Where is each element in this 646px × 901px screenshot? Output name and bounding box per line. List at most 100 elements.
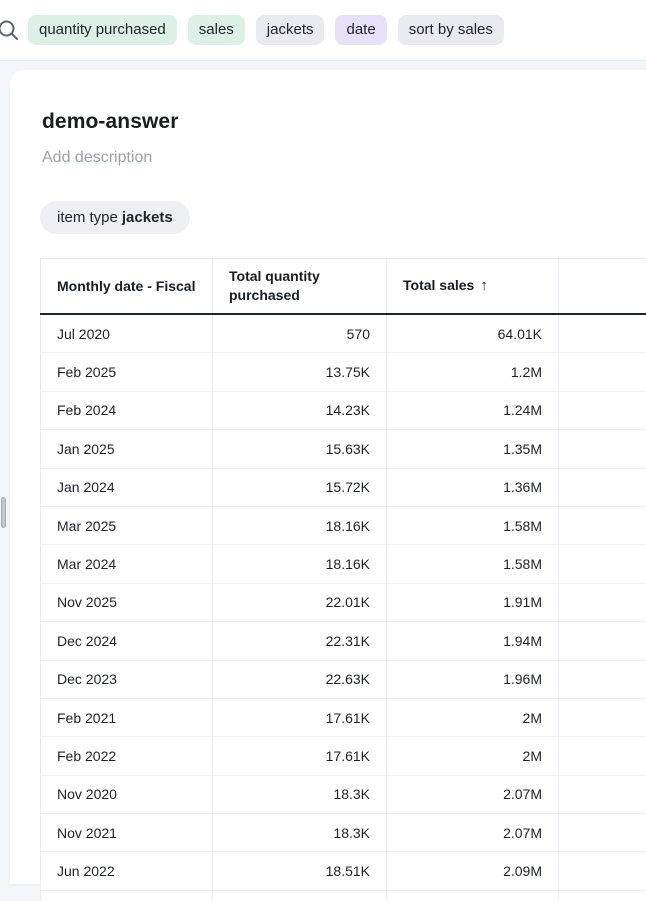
table-row[interactable]: Nov 2025 22.01K 1.91M xyxy=(41,583,646,621)
table-row[interactable]: Jul 2020 570 64.01K xyxy=(41,314,646,353)
cell-total-quantity: 14.23K xyxy=(213,391,387,429)
cell-monthly-date: Feb 2025 xyxy=(41,353,213,391)
filter-chip[interactable]: item type jackets xyxy=(40,201,190,234)
filter-chip-value: jackets xyxy=(122,209,173,226)
cell-monthly-date: Mar 2024 xyxy=(41,545,213,583)
table-row[interactable]: Dec 2024 22.31K 1.94M xyxy=(41,622,646,660)
cell-monthly-date: Jul 2020 xyxy=(41,314,213,353)
cell-empty xyxy=(559,391,646,429)
cell-monthly-date: Dec 2024 xyxy=(41,622,213,660)
cell-total-quantity: 570 xyxy=(213,314,387,353)
cell-total-sales: 2.09M xyxy=(387,852,559,890)
cell-total-quantity: 22.63K xyxy=(213,660,387,698)
cell-empty xyxy=(559,545,646,583)
cell-total-quantity: 22.01K xyxy=(213,583,387,621)
results-table: Monthly date - Fiscal Total quantity pur… xyxy=(40,258,646,901)
search-bar: quantity purchased sales jackets date sort b… xyxy=(0,0,646,61)
cell-total-quantity: 18.3K xyxy=(213,814,387,852)
cell-empty xyxy=(559,583,646,621)
cell-empty xyxy=(559,852,646,890)
cell-monthly-date: Jan 2024 xyxy=(41,468,213,506)
column-header-total-sales[interactable]: Total sales ↑ xyxy=(387,259,559,315)
cell-empty xyxy=(559,468,646,506)
cell-total-sales: 2.07M xyxy=(387,814,559,852)
cell-empty xyxy=(559,775,646,813)
sort-ascending-icon: ↑ xyxy=(480,277,488,294)
cell-empty xyxy=(559,506,646,544)
cell-monthly-date: Feb 2022 xyxy=(41,737,213,775)
table-row[interactable]: Mar 2024 18.16K 1.58M xyxy=(41,545,646,583)
cell-monthly-date: Nov 2021 xyxy=(41,814,213,852)
answer-card: demo-answer Add description item type ja… xyxy=(10,70,646,884)
table-header-row: Monthly date - Fiscal Total quantity pur… xyxy=(41,259,646,315)
cell-total-sales xyxy=(387,890,559,901)
cell-total-quantity: 17.61K xyxy=(213,737,387,775)
search-token[interactable]: jackets xyxy=(256,15,325,45)
search-token[interactable]: sales xyxy=(188,15,245,45)
cell-monthly-date: Jun 2022 xyxy=(41,852,213,890)
column-header-label: Total quantity purchased xyxy=(229,268,320,303)
vertical-scrollbar-thumb[interactable] xyxy=(1,497,6,528)
cell-total-quantity: 15.72K xyxy=(213,468,387,506)
cell-total-quantity: 17.61K xyxy=(213,698,387,736)
cell-total-quantity: 15.63K xyxy=(213,430,387,468)
table-row[interactable]: Dec 2023 22.63K 1.96M xyxy=(41,660,646,698)
table-row[interactable]: Jun 2022 18.51K 2.09M xyxy=(41,852,646,890)
cell-monthly-date xyxy=(41,890,213,901)
search-token[interactable]: sort by sales xyxy=(398,15,504,45)
table-row[interactable]: Feb 2024 14.23K 1.24M xyxy=(41,391,646,429)
cell-total-quantity: 13.75K xyxy=(213,353,387,391)
cell-total-sales: 1.96M xyxy=(387,660,559,698)
cell-total-sales: 1.94M xyxy=(387,622,559,660)
cell-empty xyxy=(559,314,646,353)
cell-total-quantity: 22.31K xyxy=(213,622,387,660)
cell-monthly-date: Nov 2020 xyxy=(41,775,213,813)
cell-empty xyxy=(559,814,646,852)
table-row[interactable]: Feb 2025 13.75K 1.2M xyxy=(41,353,646,391)
table-body: Jul 2020 570 64.01K Feb 2025 13.75K 1.2M… xyxy=(41,314,646,901)
cell-monthly-date: Jan 2025 xyxy=(41,430,213,468)
filter-chip-label: item type xyxy=(57,209,118,226)
cell-empty xyxy=(559,353,646,391)
cell-monthly-date: Nov 2025 xyxy=(41,583,213,621)
table-row[interactable]: Feb 2022 17.61K 2M xyxy=(41,737,646,775)
table-row[interactable]: Jan 2025 15.63K 1.35M xyxy=(41,430,646,468)
search-token[interactable]: quantity purchased xyxy=(28,15,177,45)
cell-total-sales: 1.36M xyxy=(387,468,559,506)
column-header-monthly-date[interactable]: Monthly date - Fiscal xyxy=(41,259,213,315)
search-icon[interactable] xyxy=(0,18,20,42)
table-row[interactable]: Nov 2020 18.3K 2.07M xyxy=(41,775,646,813)
cell-total-sales: 1.91M xyxy=(387,583,559,621)
column-header-empty[interactable] xyxy=(559,259,646,315)
cell-total-sales: 64.01K xyxy=(387,314,559,353)
add-description-placeholder[interactable]: Add description xyxy=(42,149,152,167)
table-row[interactable]: Jan 2024 15.72K 1.36M xyxy=(41,468,646,506)
column-header-total-quantity[interactable]: Total quantity purchased xyxy=(213,259,387,315)
column-header-label: Monthly date - Fiscal xyxy=(57,278,195,294)
search-token-list: quantity purchased sales jackets date sort b… xyxy=(28,15,504,45)
cell-monthly-date: Mar 2025 xyxy=(41,506,213,544)
cell-empty xyxy=(559,698,646,736)
column-header-label: Total sales xyxy=(403,277,474,293)
cell-total-sales: 1.58M xyxy=(387,545,559,583)
cell-total-sales: 1.24M xyxy=(387,391,559,429)
cell-empty xyxy=(559,660,646,698)
table-row[interactable]: Nov 2021 18.3K 2.07M xyxy=(41,814,646,852)
cell-total-sales: 1.2M xyxy=(387,353,559,391)
cell-total-quantity: 18.16K xyxy=(213,506,387,544)
cell-empty xyxy=(559,890,646,901)
table-row-partial[interactable] xyxy=(41,890,646,901)
table-row[interactable]: Mar 2025 18.16K 1.58M xyxy=(41,506,646,544)
cell-empty xyxy=(559,737,646,775)
cell-total-sales: 1.35M xyxy=(387,430,559,468)
cell-total-quantity: 18.3K xyxy=(213,775,387,813)
search-token[interactable]: date xyxy=(335,15,386,45)
cell-empty xyxy=(559,430,646,468)
page-title[interactable]: demo-answer xyxy=(42,110,178,134)
cell-total-quantity: 18.16K xyxy=(213,545,387,583)
cell-monthly-date: Feb 2021 xyxy=(41,698,213,736)
cell-total-quantity xyxy=(213,890,387,901)
cell-total-sales: 2M xyxy=(387,737,559,775)
table-row[interactable]: Feb 2021 17.61K 2M xyxy=(41,698,646,736)
cell-total-sales: 2.07M xyxy=(387,775,559,813)
